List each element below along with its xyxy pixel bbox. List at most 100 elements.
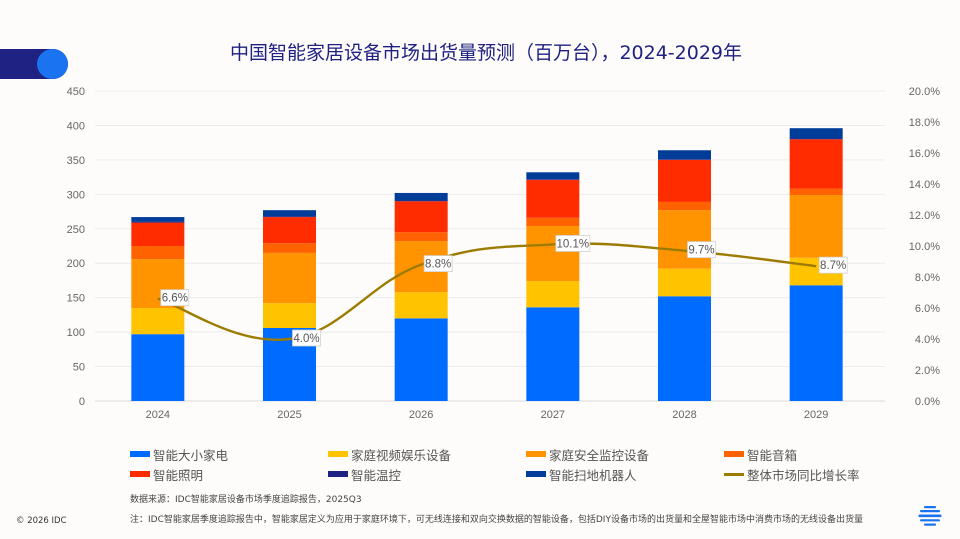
left-axis-ticks: 0 50 100 150 200 250 300 350 400 450	[67, 86, 85, 408]
bar-segment	[394, 232, 448, 242]
source-text: 数据来源：IDC智能家居设备市场季度追踪报告，2025Q3	[130, 495, 362, 505]
bar-segment	[526, 179, 580, 218]
growth-label: 9.7%	[688, 245, 714, 257]
growth-label: 8.7%	[820, 260, 846, 272]
right-tick-label: 0.0%	[915, 396, 940, 408]
chart-title: 中国智能家居设备市场出货量预测（百万台），2024-2029年	[229, 42, 743, 64]
legend-item: 整体市场同比增长率	[724, 466, 890, 483]
bar-segment	[658, 150, 711, 160]
growth-label-box	[818, 256, 848, 274]
growth-label-box	[292, 329, 321, 347]
growth-label: 6.6%	[162, 293, 188, 305]
right-tick-label: 4.0%	[915, 334, 940, 346]
legend-swatch	[328, 451, 348, 457]
bar-segment	[526, 226, 580, 282]
growth-label-box	[687, 241, 716, 259]
bar-segment	[263, 216, 316, 218]
bar-segment	[526, 172, 580, 180]
bar-segment	[789, 128, 843, 139]
legend-label: 家庭安全监控设备	[549, 447, 650, 463]
growth-line-path	[157, 242, 817, 341]
right-tick-label: 16.0%	[909, 148, 940, 160]
right-tick-label: 12.0%	[909, 210, 940, 222]
x-axis-ticks: 2024 2025 2026 2027 2028 2029	[146, 409, 829, 421]
legend-label: 智能音箱	[747, 447, 798, 463]
legend: 智能大小家电 家庭视频娱乐设备 家庭安全监控设备 智能音箱智能照明 智能温控 智能扫地机器…	[130, 446, 890, 483]
bar-segment	[526, 217, 580, 227]
legend-label: 智能照明	[153, 467, 204, 483]
legend-item: 智能温控	[328, 466, 526, 483]
legend-label: 家庭视频娱乐设备	[351, 447, 452, 463]
right-tick-label: 8.0%	[915, 272, 940, 284]
bar-segment	[394, 292, 448, 319]
growth-label-box	[423, 255, 453, 273]
note-text: 注：IDC智能家居季度追踪报告中，智能家居定义为应用于家庭环境下，可无线连接和双…	[130, 515, 863, 525]
legend-swatch	[130, 451, 150, 457]
bar-segment	[394, 318, 448, 401]
bar-segment	[526, 281, 580, 308]
bar-segment	[789, 138, 843, 140]
left-tick-label: 200	[67, 258, 85, 270]
bar-segment	[789, 139, 843, 189]
bar-segment	[789, 188, 843, 196]
x-tick-label: 2028	[672, 409, 696, 421]
left-tick-label: 300	[67, 189, 85, 201]
legend-swatch	[328, 471, 348, 477]
right-tick-label: 18.0%	[909, 117, 940, 129]
left-tick-label: 450	[67, 86, 85, 98]
x-tick-label: 2029	[804, 409, 828, 421]
right-tick-label: 20.0%	[909, 86, 940, 98]
legend-swatch	[724, 451, 744, 457]
bar-segment	[394, 192, 448, 201]
bar-segment	[263, 217, 316, 244]
legend-item: 家庭安全监控设备	[526, 446, 724, 463]
left-tick-label: 400	[67, 120, 85, 132]
left-tick-label: 350	[67, 155, 85, 167]
legend-swatch	[526, 471, 546, 477]
gridlines	[95, 90, 885, 402]
growth-line	[157, 242, 817, 341]
bar-segment	[263, 252, 316, 304]
bar-segment	[789, 195, 843, 258]
right-tick-label: 2.0%	[915, 365, 940, 377]
bar-segment	[131, 221, 185, 223]
bar-segment	[394, 201, 448, 233]
right-tick-label: 14.0%	[909, 179, 940, 191]
bar-segment	[131, 217, 185, 222]
legend-label: 智能温控	[351, 467, 402, 483]
legend-item: 智能大小家电	[130, 446, 328, 463]
bar-segment	[131, 334, 185, 401]
bar-segment	[658, 159, 711, 202]
bar-segment	[658, 201, 711, 211]
right-axis-ticks: 0.0% 2.0% 4.0% 6.0% 8.0% 10.0% 12.0% 14.0% 16.0%…	[909, 86, 940, 408]
chart: 0 50 100 150 200 250 300 350 400 450 0.0% 2.0% 4.0%…	[67, 86, 941, 421]
legend-label: 整体市场同比增长率	[747, 467, 860, 483]
left-tick-label: 50	[73, 362, 85, 374]
bar-segment	[789, 285, 843, 401]
bar-segment	[526, 179, 580, 180]
bars	[131, 128, 843, 401]
growth-label: 8.8%	[425, 259, 451, 271]
legend-label: 智能大小家电	[153, 447, 229, 463]
left-tick-label: 250	[67, 224, 85, 236]
x-tick-label: 2027	[541, 409, 565, 421]
legend-swatch	[526, 451, 546, 457]
growth-label: 10.1%	[557, 238, 590, 250]
legend-item: 智能扫地机器人	[526, 466, 724, 483]
growth-labels: 6.6% 4.0% 8.8% 10.1% 9.7% 8.7%	[160, 235, 848, 347]
legend-item: 智能音箱	[724, 446, 890, 463]
decorative-pill	[0, 49, 68, 79]
legend-item: 家庭视频娱乐设备	[328, 446, 526, 463]
left-tick-label: 0	[79, 396, 85, 408]
bar-segment	[658, 210, 711, 269]
legend-swatch	[130, 471, 150, 477]
legend-item: 智能照明	[130, 466, 328, 483]
bar-segment	[263, 303, 316, 328]
bar-segment	[131, 222, 185, 246]
left-tick-label: 150	[67, 293, 85, 305]
growth-label: 4.0%	[293, 333, 319, 345]
bar-segment	[394, 200, 448, 202]
x-tick-label: 2024	[146, 409, 170, 421]
decorative-dot	[37, 49, 68, 79]
legend-label: 智能扫地机器人	[549, 467, 637, 483]
